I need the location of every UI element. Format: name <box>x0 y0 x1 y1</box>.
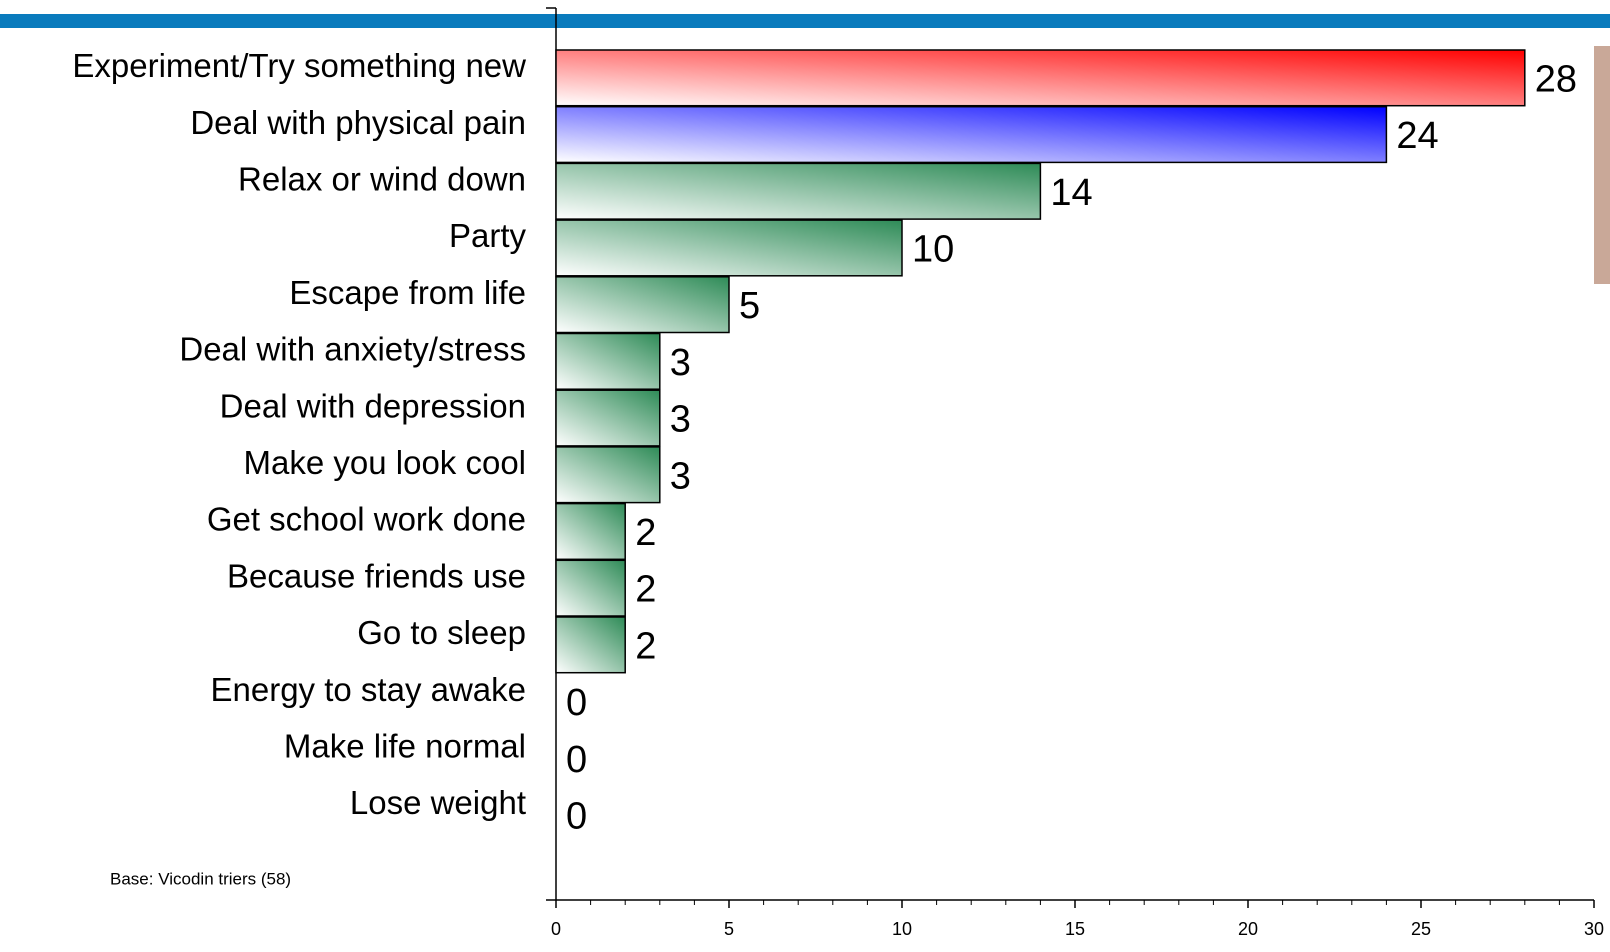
value-label: 0 <box>566 739 587 781</box>
bar <box>555 332 661 390</box>
value-label: 3 <box>670 399 691 441</box>
bar <box>555 502 626 561</box>
bar <box>555 105 1388 164</box>
footnote: Base: Vicodin triers (58) <box>110 869 291 888</box>
x-tick-label: 30 <box>1584 919 1604 939</box>
category-label: Make you look cool <box>244 444 526 481</box>
bar <box>555 389 661 447</box>
category-label: Energy to stay awake <box>211 671 527 708</box>
category-label: Go to sleep <box>357 614 526 651</box>
value-label: 0 <box>566 682 587 724</box>
bar <box>555 162 1042 220</box>
value-label: 2 <box>635 569 656 611</box>
value-label: 2 <box>635 625 656 667</box>
x-tick-label: 15 <box>1065 919 1085 939</box>
category-label: Lose weight <box>350 784 526 821</box>
category-label: Deal with anxiety/stress <box>179 331 526 368</box>
x-tick-label: 5 <box>724 919 734 939</box>
x-tick-label: 0 <box>551 919 561 939</box>
bar <box>555 49 1526 107</box>
header-band <box>0 14 1610 28</box>
bar <box>555 616 626 674</box>
category-label: Make life normal <box>284 727 526 764</box>
category-label: Escape from life <box>289 274 526 311</box>
value-label: 10 <box>912 228 954 270</box>
category-label: Because friends use <box>227 557 526 594</box>
category-label: Relax or wind down <box>238 160 526 197</box>
bar <box>555 219 903 277</box>
value-label: 28 <box>1535 58 1577 100</box>
x-tick-label: 25 <box>1411 919 1431 939</box>
category-label: Deal with physical pain <box>190 104 526 141</box>
value-label: 3 <box>670 342 691 384</box>
x-tick-label: 20 <box>1238 919 1258 939</box>
bar <box>555 276 730 334</box>
category-label: Experiment/Try something new <box>72 47 526 84</box>
value-label: 3 <box>670 455 691 497</box>
category-label: Deal with depression <box>220 387 526 424</box>
category-label: Party <box>449 217 527 254</box>
value-label: 24 <box>1396 115 1438 157</box>
value-label: 0 <box>566 795 587 837</box>
value-label: 2 <box>635 512 656 554</box>
bar <box>555 559 626 617</box>
category-label: Get school work done <box>207 501 526 538</box>
photo <box>1594 46 1610 284</box>
x-tick-label: 10 <box>892 919 912 939</box>
value-label: 5 <box>739 285 760 327</box>
bar <box>555 446 661 504</box>
value-label: 14 <box>1050 172 1092 214</box>
